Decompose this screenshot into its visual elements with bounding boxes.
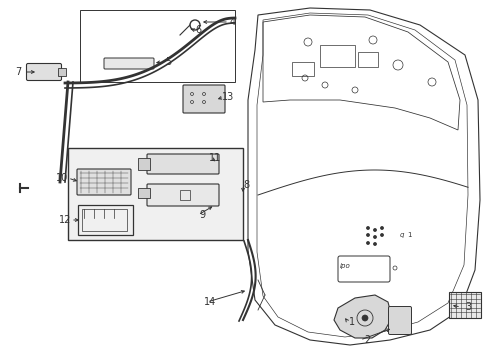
Text: ipo: ipo [339,263,350,269]
Text: 13: 13 [222,92,234,102]
Text: 8: 8 [243,180,248,190]
Bar [180,190,190,200]
Circle shape [373,243,375,245]
Text: 14: 14 [203,297,216,307]
FancyBboxPatch shape [183,85,224,113]
Bar [138,158,150,170]
Bar [80,10,235,82]
FancyBboxPatch shape [77,169,131,195]
Text: 1: 1 [348,317,354,327]
Bar [58,68,66,76]
Text: 2: 2 [363,335,369,345]
FancyBboxPatch shape [147,184,219,206]
Circle shape [366,227,368,229]
Circle shape [366,242,368,244]
Text: 12: 12 [59,215,71,225]
Bar [138,188,150,198]
Text: 7: 7 [15,67,21,77]
Circle shape [380,234,383,236]
FancyBboxPatch shape [26,63,61,81]
Text: 9: 9 [199,210,204,220]
FancyBboxPatch shape [104,58,154,69]
Bar [68,148,243,240]
Circle shape [361,315,367,321]
Circle shape [366,234,368,236]
Polygon shape [333,295,391,338]
Bar [448,292,480,318]
Circle shape [373,236,375,238]
FancyBboxPatch shape [147,154,219,174]
Bar [78,205,133,235]
Circle shape [373,229,375,231]
Text: q: q [399,232,404,238]
Bar [357,52,377,67]
Bar [82,209,127,231]
FancyBboxPatch shape [387,306,411,334]
Text: 5: 5 [164,57,171,67]
Text: 11: 11 [208,153,221,163]
Text: 4: 4 [229,17,236,27]
Text: 1: 1 [406,232,411,238]
Circle shape [380,227,383,229]
Text: 6: 6 [195,25,201,35]
Text: 10: 10 [56,173,68,183]
Bar [319,45,354,67]
Text: 3: 3 [464,302,470,312]
Bar [291,62,313,76]
